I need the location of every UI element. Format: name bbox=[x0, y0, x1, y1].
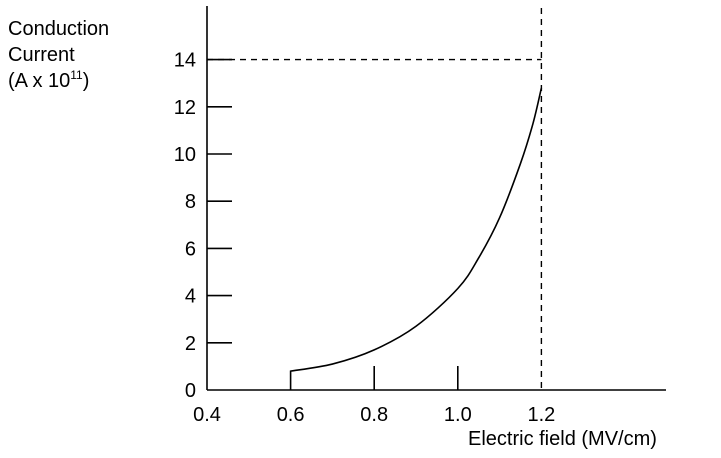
unit-exponent: 11 bbox=[70, 68, 83, 82]
y-axis-label: Conduction Current (A x 1011) bbox=[8, 16, 109, 94]
y-axis-unit: (A x 1011) bbox=[8, 68, 109, 94]
reference-lines bbox=[207, 8, 543, 390]
y-axis-label-line-2: Current bbox=[8, 44, 75, 66]
y-ticks: 0 2 4 6 8 10 12 14 bbox=[174, 50, 232, 402]
x-tick-label: 0.4 bbox=[193, 404, 221, 426]
y-tick-label: 6 bbox=[185, 238, 196, 260]
y-tick-label: 2 bbox=[185, 333, 196, 355]
x-axis-label: Electric field (MV/cm) bbox=[468, 428, 657, 450]
series-line bbox=[289, 87, 543, 390]
x-tick-label: 1.0 bbox=[444, 404, 472, 426]
y-axis-label-line-1: Conduction bbox=[8, 18, 110, 40]
y-tick-label: 12 bbox=[174, 97, 196, 119]
x-tick-label: 0.6 bbox=[277, 404, 305, 426]
unit-suffix: ) bbox=[82, 70, 90, 92]
y-tick-label: 8 bbox=[185, 191, 196, 213]
x-tick-label: 1.2 bbox=[527, 404, 555, 426]
y-tick-label: 0 bbox=[185, 380, 196, 402]
y-tick-label: 4 bbox=[185, 286, 196, 308]
unit-prefix: (A x 10 bbox=[8, 70, 71, 92]
y-tick-label: 14 bbox=[174, 50, 196, 72]
y-tick-label: 10 bbox=[174, 144, 196, 166]
x-ticks: 0.4 0.6 0.8 1.0 1.2 bbox=[193, 366, 555, 426]
x-tick-label: 0.8 bbox=[360, 404, 388, 426]
